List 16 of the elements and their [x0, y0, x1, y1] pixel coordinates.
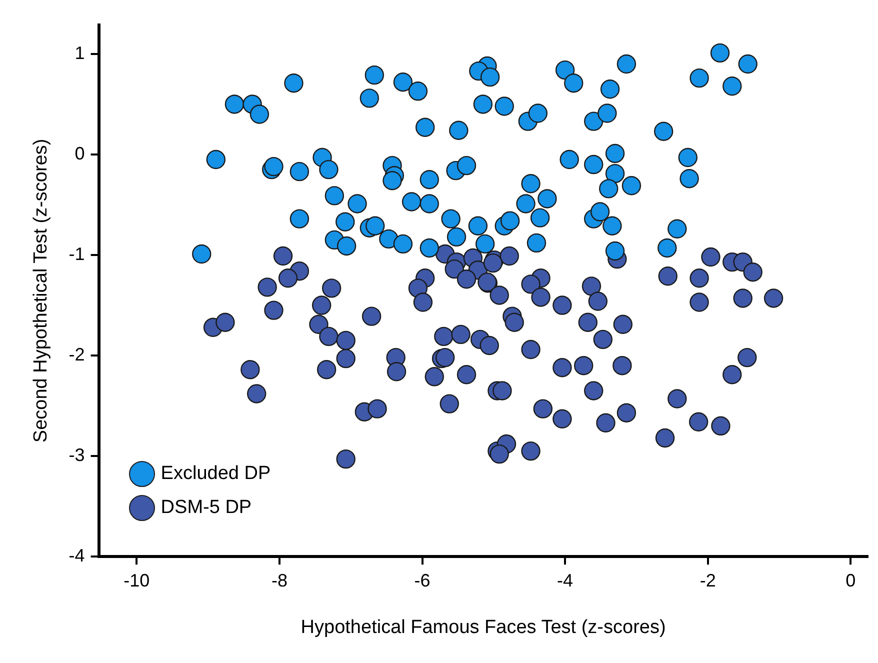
y-tick-label: 1	[74, 42, 85, 63]
legend-label: Excluded DP	[160, 462, 271, 485]
y-axis-title: Second Hypothetical Test (z-scores)	[30, 138, 52, 443]
x-tick-label: -10	[124, 570, 150, 590]
x-tick-label: -4	[557, 570, 574, 590]
x-tick-label: 0	[846, 570, 856, 590]
y-tick-label: -3	[68, 445, 85, 466]
x-tick-label: -6	[414, 570, 430, 590]
x-axis-title: Hypothetical Famous Faces Test (z-scores)	[300, 616, 666, 638]
y-tick-label: -2	[68, 344, 85, 365]
x-tick-label: -8	[271, 570, 288, 590]
legend-label: DSM-5 DP	[160, 496, 252, 519]
y-tick-label: 0	[74, 143, 85, 164]
x-tick-label: -2	[700, 570, 716, 590]
y-tick-label: -4	[68, 546, 85, 566]
y-tick-label: -1	[68, 244, 85, 264]
